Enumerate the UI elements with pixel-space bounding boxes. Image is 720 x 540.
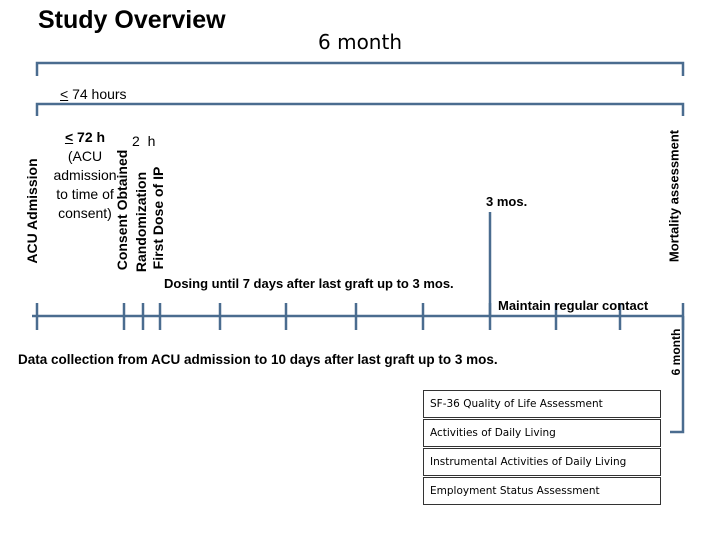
assessment-box-iadl: Instrumental Activities of Daily Living bbox=[423, 448, 661, 476]
randomization-label: Randomization bbox=[133, 171, 149, 273]
assessment-box-sf36: SF-36 Quality of Life Assessment bbox=[423, 390, 661, 418]
seventy-four-hours-bracket bbox=[35, 102, 685, 116]
three-months-label: 3 mos. bbox=[486, 194, 528, 209]
seventy-four-hours-label: < 74 hours bbox=[60, 86, 127, 102]
page-title: Study Overview bbox=[38, 6, 226, 34]
data-collection-note: Data collection from ACU admission to 10… bbox=[18, 352, 498, 367]
h72-line5: consent) bbox=[58, 205, 112, 221]
six-month-label: 6 month bbox=[318, 30, 402, 54]
dosing-note: Dosing until 7 days after last graft up … bbox=[164, 276, 454, 291]
six-month-side-bracket bbox=[670, 316, 685, 434]
h72-line3: admission bbox=[53, 167, 117, 183]
h72-line4: to time of bbox=[56, 186, 114, 202]
mortality-assessment-label: Mortality assessment bbox=[666, 129, 682, 263]
six-month-bracket bbox=[35, 61, 685, 76]
assessment-box-employment: Employment Status Assessment bbox=[423, 477, 661, 505]
six-month-side-label: 6 month bbox=[669, 328, 683, 376]
lte-sign: < bbox=[60, 86, 69, 102]
h72-value: 72 h bbox=[73, 129, 106, 145]
h72-line2: (ACU bbox=[67, 148, 103, 164]
lte-sign-72: < bbox=[64, 129, 74, 145]
acu-admission-label: ACU Admission bbox=[24, 158, 40, 264]
first-dose-label: First Dose of IP bbox=[150, 166, 166, 270]
two-hours-label: 2 h bbox=[132, 133, 158, 149]
consent-obtained-label: Consent Obtained bbox=[114, 149, 130, 271]
assessment-box-adl: Activities of Daily Living bbox=[423, 419, 661, 447]
hours-text: 74 hours bbox=[68, 86, 127, 102]
maintain-contact-note: Maintain regular contact bbox=[498, 298, 649, 313]
seventy-two-hours-note: < 72 h (ACU admission to time of consent… bbox=[38, 128, 132, 223]
